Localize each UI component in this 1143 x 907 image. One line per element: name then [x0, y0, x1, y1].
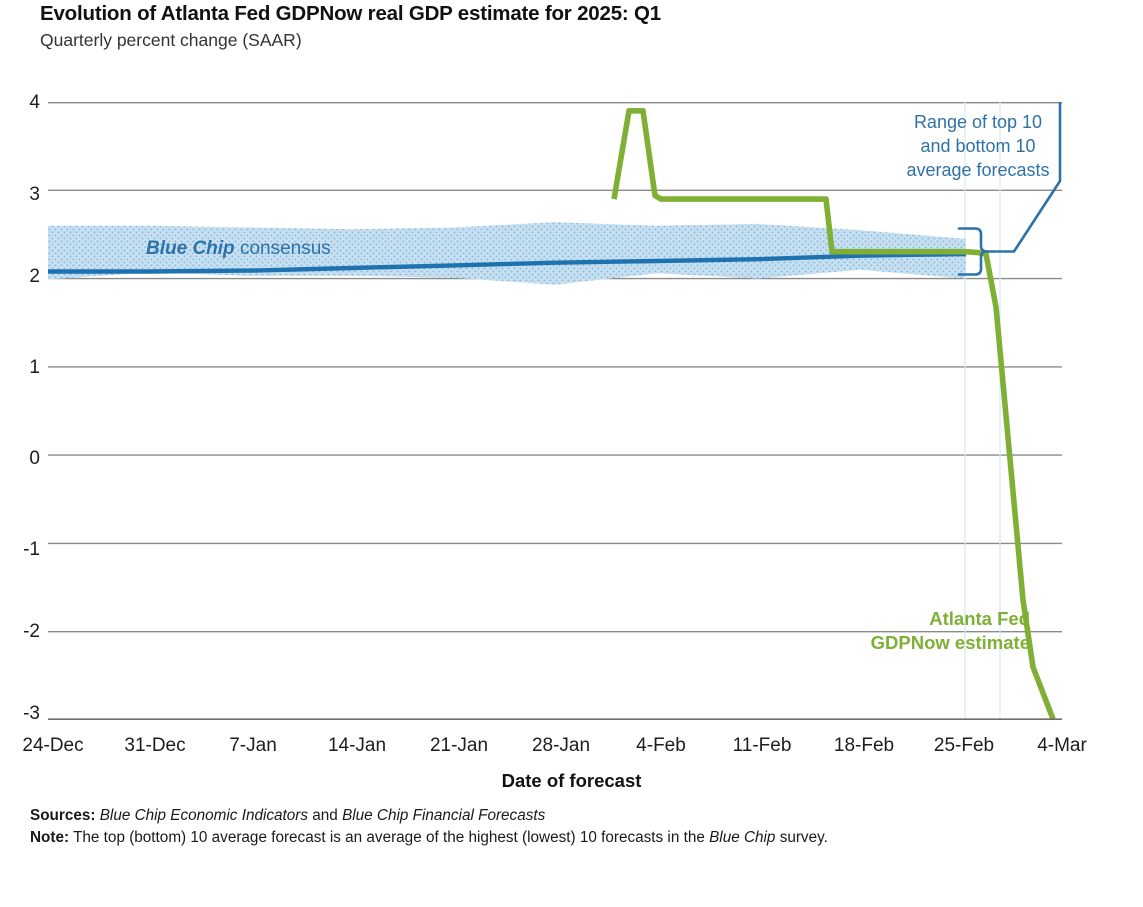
x-tick-7: 11-Feb	[732, 735, 792, 756]
annotation-gdpnow-line-1: Atlanta Fed	[929, 608, 1030, 629]
y-tick-neg1: -1	[23, 539, 40, 560]
x-tick-4: 21-Jan	[429, 735, 489, 756]
chart-plot-area	[48, 102, 1062, 720]
footnote-sources-a: Blue Chip Economic Indicators	[99, 807, 309, 824]
x-axis-title: Date of forecast	[501, 770, 642, 791]
x-tick-6: 4-Feb	[636, 735, 686, 756]
annotation-range-line-1: Range of top 10	[913, 112, 1043, 132]
y-tick-4: 4	[29, 92, 40, 113]
y-tick-0: 0	[29, 448, 40, 469]
gdpnow-estimate-line	[611, 108, 1056, 720]
footnote-sources-and: and	[312, 807, 338, 824]
footnote-note-italic: Blue Chip	[709, 829, 776, 846]
vertical-guides	[964, 102, 1001, 719]
annotation-gdpnow-label: Atlanta Fed GDPNow estimate	[818, 607, 1030, 656]
y-tick-1: 1	[29, 357, 40, 378]
footnote-note: Note: The top (bottom) 10 average foreca…	[30, 827, 1130, 848]
x-axis	[48, 718, 1062, 720]
annotation-gdpnow-line-2: GDPNow estimate	[870, 632, 1030, 654]
x-tick-2: 7-Jan	[229, 735, 277, 756]
annotation-blue-chip-consensus: Blue Chip consensus	[146, 238, 331, 260]
y-tick-neg3: -3	[23, 703, 40, 724]
x-tick-5: 28-Jan	[531, 735, 591, 756]
footnote-note-text-2: survey.	[779, 829, 828, 846]
x-tick-3: 14-Jan	[327, 735, 387, 756]
range-callout-leader	[985, 102, 1062, 253]
annotation-blue-chip-rest: consensus	[234, 238, 331, 259]
blue-chip-consensus-line	[48, 251, 967, 274]
footnote-sources: Sources: Blue Chip Economic Indicators a…	[30, 805, 1130, 826]
x-tick-8: 18-Feb	[833, 735, 895, 756]
x-tick-10: 4-Mar	[1037, 735, 1087, 756]
footnote-note-text-1: The top (bottom) 10 average forecast is …	[73, 829, 705, 846]
y-tick-3: 3	[29, 184, 40, 205]
footnote-note-label: Note:	[30, 829, 70, 846]
annotation-blue-chip-italic: Blue Chip	[146, 238, 235, 259]
x-tick-9: 25-Feb	[933, 735, 995, 756]
chart-svg	[48, 102, 1062, 720]
footnote-sources-b: Blue Chip Financial Forecasts	[342, 807, 546, 824]
x-tick-1: 31-Dec	[124, 735, 186, 756]
page-subtitle: Quarterly percent change (SAAR)	[40, 30, 302, 50]
y-tick-2: 2	[29, 266, 40, 287]
y-tick-neg2: -2	[23, 621, 40, 642]
footnote-sources-label: Sources:	[30, 807, 96, 824]
annotation-range-line-2: and bottom 10	[920, 135, 1036, 156]
x-tick-0: 24-Dec	[22, 735, 84, 756]
page-title: Evolution of Atlanta Fed GDPNow real GDP…	[40, 2, 661, 25]
annotation-range-callout: Range of top 10 and bottom 10 average fo…	[878, 111, 1078, 182]
annotation-range-line-3: average forecasts	[906, 159, 1050, 180]
